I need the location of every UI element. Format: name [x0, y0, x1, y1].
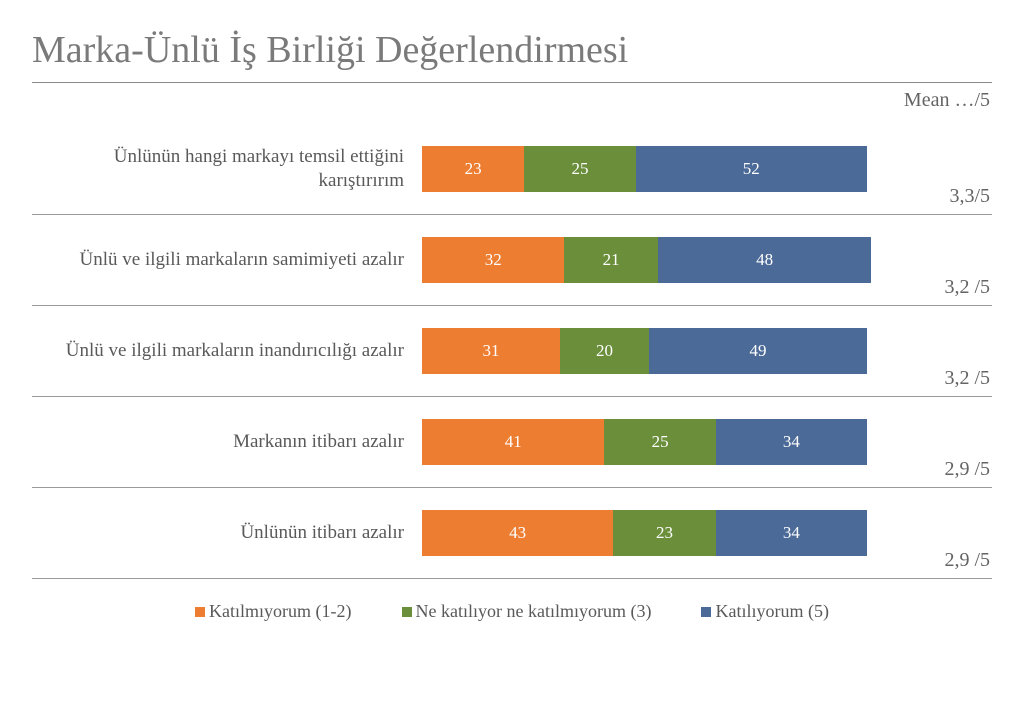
bar-segment-value: 34	[783, 432, 800, 452]
bar-segment-value: 49	[749, 341, 766, 361]
legend-item-disagree: Katılmıyorum (1-2)	[195, 601, 351, 622]
chart-row: Ünlü ve ilgili markaların samimiyeti aza…	[32, 215, 992, 306]
row-label: Ünlü ve ilgili markaların inandırıcılığı…	[32, 339, 422, 363]
bar-track: 31 20 49	[422, 328, 867, 374]
row-mean: 3,3/5	[867, 185, 992, 214]
bar-track: 41 25 34	[422, 419, 867, 465]
legend-item-neutral: Ne katılıyor ne katılmıyorum (3)	[402, 601, 652, 622]
bar-segment-value: 43	[509, 523, 526, 543]
row-label: Ünlünün hangi markayı temsil ettiğini ka…	[32, 145, 422, 193]
row-mean: 3,2 /5	[867, 276, 992, 305]
row-label: Ünlünün itibarı azalır	[32, 521, 422, 545]
bar-segment-value: 20	[596, 341, 613, 361]
bar-segment-disagree: 41	[422, 419, 604, 465]
bar-segment-neutral: 25	[524, 146, 635, 192]
bar-segment-value: 41	[505, 432, 522, 452]
chart-rows: Ünlünün hangi markayı temsil ettiğini ka…	[32, 124, 992, 579]
bar-segment-value: 32	[485, 250, 502, 270]
row-label: Ünlü ve ilgili markaların samimiyeti aza…	[32, 248, 422, 272]
bar-segment-agree: 48	[658, 237, 872, 283]
legend-label: Katılmıyorum (1-2)	[209, 601, 351, 622]
legend-swatch-icon	[195, 607, 205, 617]
bar-segment-agree: 49	[649, 328, 867, 374]
bar-segment-agree: 52	[636, 146, 867, 192]
bar-track: 43 23 34	[422, 510, 867, 556]
bar-segment-neutral: 25	[604, 419, 715, 465]
legend-swatch-icon	[402, 607, 412, 617]
bar-segment-disagree: 43	[422, 510, 613, 556]
chart-title: Marka-Ünlü İş Birliği Değerlendirmesi	[32, 28, 992, 72]
bar-segment-value: 23	[656, 523, 673, 543]
mean-column-header: Mean …/5	[32, 89, 992, 112]
chart-row: Markanın itibarı azalır 41 25 34 2,9 /5	[32, 397, 992, 488]
bar-segment-value: 52	[743, 159, 760, 179]
bar-segment-neutral: 23	[613, 510, 715, 556]
bar-segment-agree: 34	[716, 419, 867, 465]
bar-segment-value: 31	[482, 341, 499, 361]
chart-row: Ünlü ve ilgili markaların inandırıcılığı…	[32, 306, 992, 397]
bar-segment-disagree: 32	[422, 237, 564, 283]
title-divider	[32, 82, 992, 83]
chart-row: Ünlünün hangi markayı temsil ettiğini ka…	[32, 124, 992, 215]
row-mean: 2,9 /5	[867, 458, 992, 487]
bar-segment-agree: 34	[716, 510, 867, 556]
row-mean: 3,2 /5	[867, 367, 992, 396]
page-root: Marka-Ünlü İş Birliği Değerlendirmesi Me…	[0, 0, 1024, 715]
bar-segment-neutral: 21	[564, 237, 657, 283]
legend-item-agree: Katılıyorum (5)	[701, 601, 828, 622]
bar-track: 32 21 48	[422, 237, 867, 283]
bar-segment-value: 25	[571, 159, 588, 179]
chart-row: Ünlünün itibarı azalır 43 23 34 2,9 /5	[32, 488, 992, 579]
bar-segment-value: 25	[652, 432, 669, 452]
legend-label: Katılıyorum (5)	[715, 601, 828, 622]
row-label: Markanın itibarı azalır	[32, 430, 422, 454]
bar-segment-disagree: 31	[422, 328, 560, 374]
bar-track: 23 25 52	[422, 146, 867, 192]
legend-swatch-icon	[701, 607, 711, 617]
row-mean: 2,9 /5	[867, 549, 992, 578]
bar-segment-value: 23	[465, 159, 482, 179]
bar-segment-value: 34	[783, 523, 800, 543]
legend-label: Ne katılıyor ne katılmıyorum (3)	[416, 601, 652, 622]
bar-segment-neutral: 20	[560, 328, 649, 374]
bar-segment-value: 48	[756, 250, 773, 270]
chart-legend: Katılmıyorum (1-2) Ne katılıyor ne katılm…	[32, 601, 992, 622]
bar-segment-value: 21	[603, 250, 620, 270]
bar-segment-disagree: 23	[422, 146, 524, 192]
